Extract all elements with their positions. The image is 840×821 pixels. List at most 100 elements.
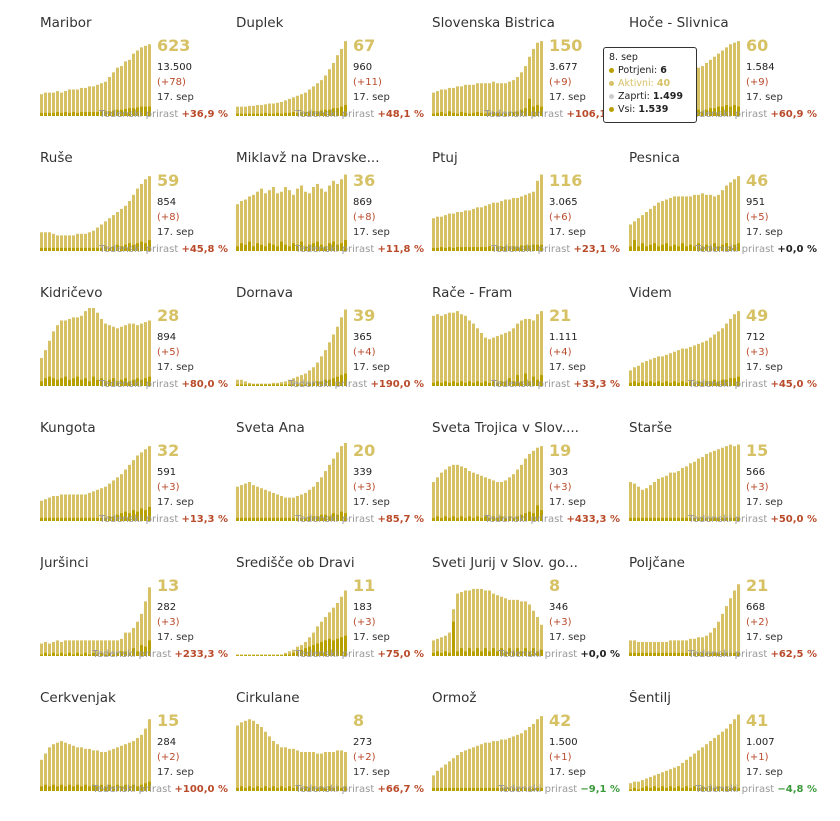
active-bar[interactable] [320, 477, 323, 521]
active-bar[interactable] [52, 641, 55, 656]
active-bar[interactable] [324, 752, 327, 791]
active-bar[interactable] [480, 207, 483, 251]
active-bar[interactable] [100, 318, 103, 386]
active-bar[interactable] [84, 640, 87, 656]
active-bar[interactable] [725, 323, 728, 386]
active-bar[interactable] [484, 590, 487, 656]
active-bar[interactable] [248, 196, 251, 251]
active-bar[interactable] [128, 323, 131, 386]
active-bar[interactable] [80, 640, 83, 656]
active-bar[interactable] [104, 752, 107, 791]
active-bar[interactable] [56, 325, 59, 386]
active-bar[interactable] [324, 191, 327, 251]
active-bar[interactable] [480, 475, 483, 521]
active-bar[interactable] [320, 356, 323, 386]
active-bar[interactable] [288, 190, 291, 251]
active-bar[interactable] [440, 315, 443, 386]
active-bar[interactable] [685, 466, 688, 521]
active-bar[interactable] [444, 314, 447, 386]
active-bar[interactable] [633, 483, 636, 521]
active-bar[interactable] [657, 773, 660, 791]
active-bar[interactable] [52, 92, 55, 116]
active-bar[interactable] [68, 89, 71, 116]
active-bar[interactable] [528, 604, 531, 656]
active-bar[interactable] [264, 489, 267, 521]
municipality-card[interactable]: Ptuj 116 3.065 (+6) 17. sep Tedenski prirast … [432, 147, 620, 277]
active-bar[interactable] [104, 81, 107, 116]
active-bar[interactable] [649, 641, 652, 656]
active-bar[interactable] [88, 640, 91, 656]
active-bar[interactable] [100, 83, 103, 116]
active-bar[interactable] [701, 66, 704, 116]
active-bar[interactable] [300, 494, 303, 521]
active-bar[interactable] [444, 764, 447, 791]
active-bar[interactable] [120, 66, 123, 116]
active-bar[interactable] [68, 744, 71, 791]
active-bar[interactable] [84, 494, 87, 521]
active-bar[interactable] [468, 471, 471, 521]
active-bar[interactable] [713, 334, 716, 386]
active-bar[interactable] [100, 640, 103, 656]
active-bar[interactable] [136, 50, 139, 116]
active-bar[interactable] [52, 233, 55, 251]
active-bar[interactable] [721, 731, 724, 791]
active-bar[interactable] [456, 212, 459, 251]
active-bar[interactable] [320, 188, 323, 251]
active-bar[interactable] [72, 317, 75, 386]
active-bar[interactable] [280, 747, 283, 791]
active-bar[interactable] [488, 83, 491, 116]
active-bar[interactable] [252, 654, 255, 656]
active-bar[interactable] [56, 640, 59, 656]
active-bar[interactable] [689, 638, 692, 656]
active-bar[interactable] [480, 332, 483, 386]
active-bar[interactable] [72, 640, 75, 656]
active-bar[interactable] [76, 317, 79, 386]
active-bar[interactable] [697, 637, 700, 656]
active-bar[interactable] [633, 640, 636, 656]
active-bar[interactable] [316, 626, 319, 656]
active-bar[interactable] [128, 742, 131, 791]
active-bar[interactable] [316, 362, 319, 386]
active-bar[interactable] [653, 205, 656, 251]
sparkline-chart[interactable] [40, 578, 152, 656]
active-bar[interactable] [248, 654, 251, 656]
active-bar[interactable] [524, 730, 527, 791]
active-bar[interactable] [701, 747, 704, 791]
active-bar[interactable] [512, 599, 515, 656]
active-bar[interactable] [324, 617, 327, 656]
active-bar[interactable] [312, 752, 315, 791]
active-bar[interactable] [512, 474, 515, 521]
active-bar[interactable] [464, 750, 467, 791]
active-bar[interactable] [657, 202, 660, 251]
active-bar[interactable] [328, 464, 331, 521]
active-bar[interactable] [344, 590, 347, 656]
active-bar[interactable] [108, 640, 111, 656]
active-bar[interactable] [84, 87, 87, 116]
active-bar[interactable] [504, 83, 507, 116]
active-bar[interactable] [312, 486, 315, 521]
active-bar[interactable] [673, 196, 676, 251]
active-bar[interactable] [324, 350, 327, 386]
active-bar[interactable] [148, 719, 151, 791]
active-bar[interactable] [52, 744, 55, 791]
active-bar[interactable] [120, 638, 123, 656]
active-bar[interactable] [496, 595, 499, 656]
active-bar[interactable] [653, 775, 656, 791]
active-bar[interactable] [476, 83, 479, 116]
active-bar[interactable] [536, 617, 539, 656]
active-bar[interactable] [540, 174, 543, 251]
active-bar[interactable] [456, 755, 459, 791]
active-bar[interactable] [524, 458, 527, 521]
active-bar[interactable] [709, 741, 712, 791]
active-bar[interactable] [500, 739, 503, 791]
active-bar[interactable] [468, 210, 471, 251]
active-bar[interactable] [104, 221, 107, 251]
active-bar[interactable] [84, 233, 87, 251]
active-bar[interactable] [104, 486, 107, 521]
active-bar[interactable] [440, 89, 443, 116]
active-bar[interactable] [308, 89, 311, 116]
active-bar[interactable] [132, 323, 135, 386]
active-bar[interactable] [460, 314, 463, 386]
active-bar[interactable] [633, 781, 636, 791]
active-bar[interactable] [112, 640, 115, 656]
